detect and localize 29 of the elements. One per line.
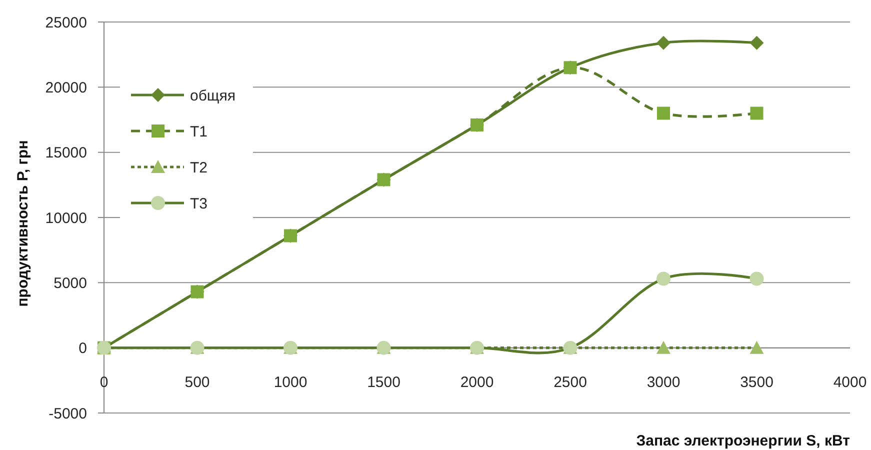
point xyxy=(750,36,764,50)
x-axis-title: Запас электроэнергии S, кВт xyxy=(636,432,850,450)
legend-label: общяя xyxy=(190,87,236,104)
x-tick-label: 2500 xyxy=(554,374,587,392)
y-tick-label: 5000 xyxy=(54,274,87,292)
legend-label: T3 xyxy=(190,195,208,212)
y-tick-label: 20000 xyxy=(45,79,87,96)
x-tick-label: 1000 xyxy=(274,374,308,392)
y-tick-label: 25000 xyxy=(45,14,87,32)
x-tick-label: 500 xyxy=(184,374,210,392)
point xyxy=(750,340,764,354)
legend-label: T1 xyxy=(190,123,208,140)
point xyxy=(657,106,670,120)
point xyxy=(656,340,670,354)
legend-label: T2 xyxy=(190,159,208,176)
x-tick-label: 1500 xyxy=(367,374,400,392)
x-tick-label: 4000 xyxy=(833,374,867,392)
point xyxy=(656,36,670,50)
point xyxy=(750,272,764,286)
point xyxy=(656,272,670,286)
x-tick-label: 3500 xyxy=(740,374,774,392)
x-tick-label: 3000 xyxy=(646,374,680,392)
point xyxy=(750,106,764,120)
x-tick-label: 2000 xyxy=(460,374,494,392)
y-axis-title: продуктивность P, грн xyxy=(14,140,32,307)
y-tick-label: -5000 xyxy=(48,405,87,422)
y-tick-label: 15000 xyxy=(45,144,87,162)
y-tick-label: 10000 xyxy=(45,210,87,227)
y-tick-label: 0 xyxy=(78,340,87,358)
